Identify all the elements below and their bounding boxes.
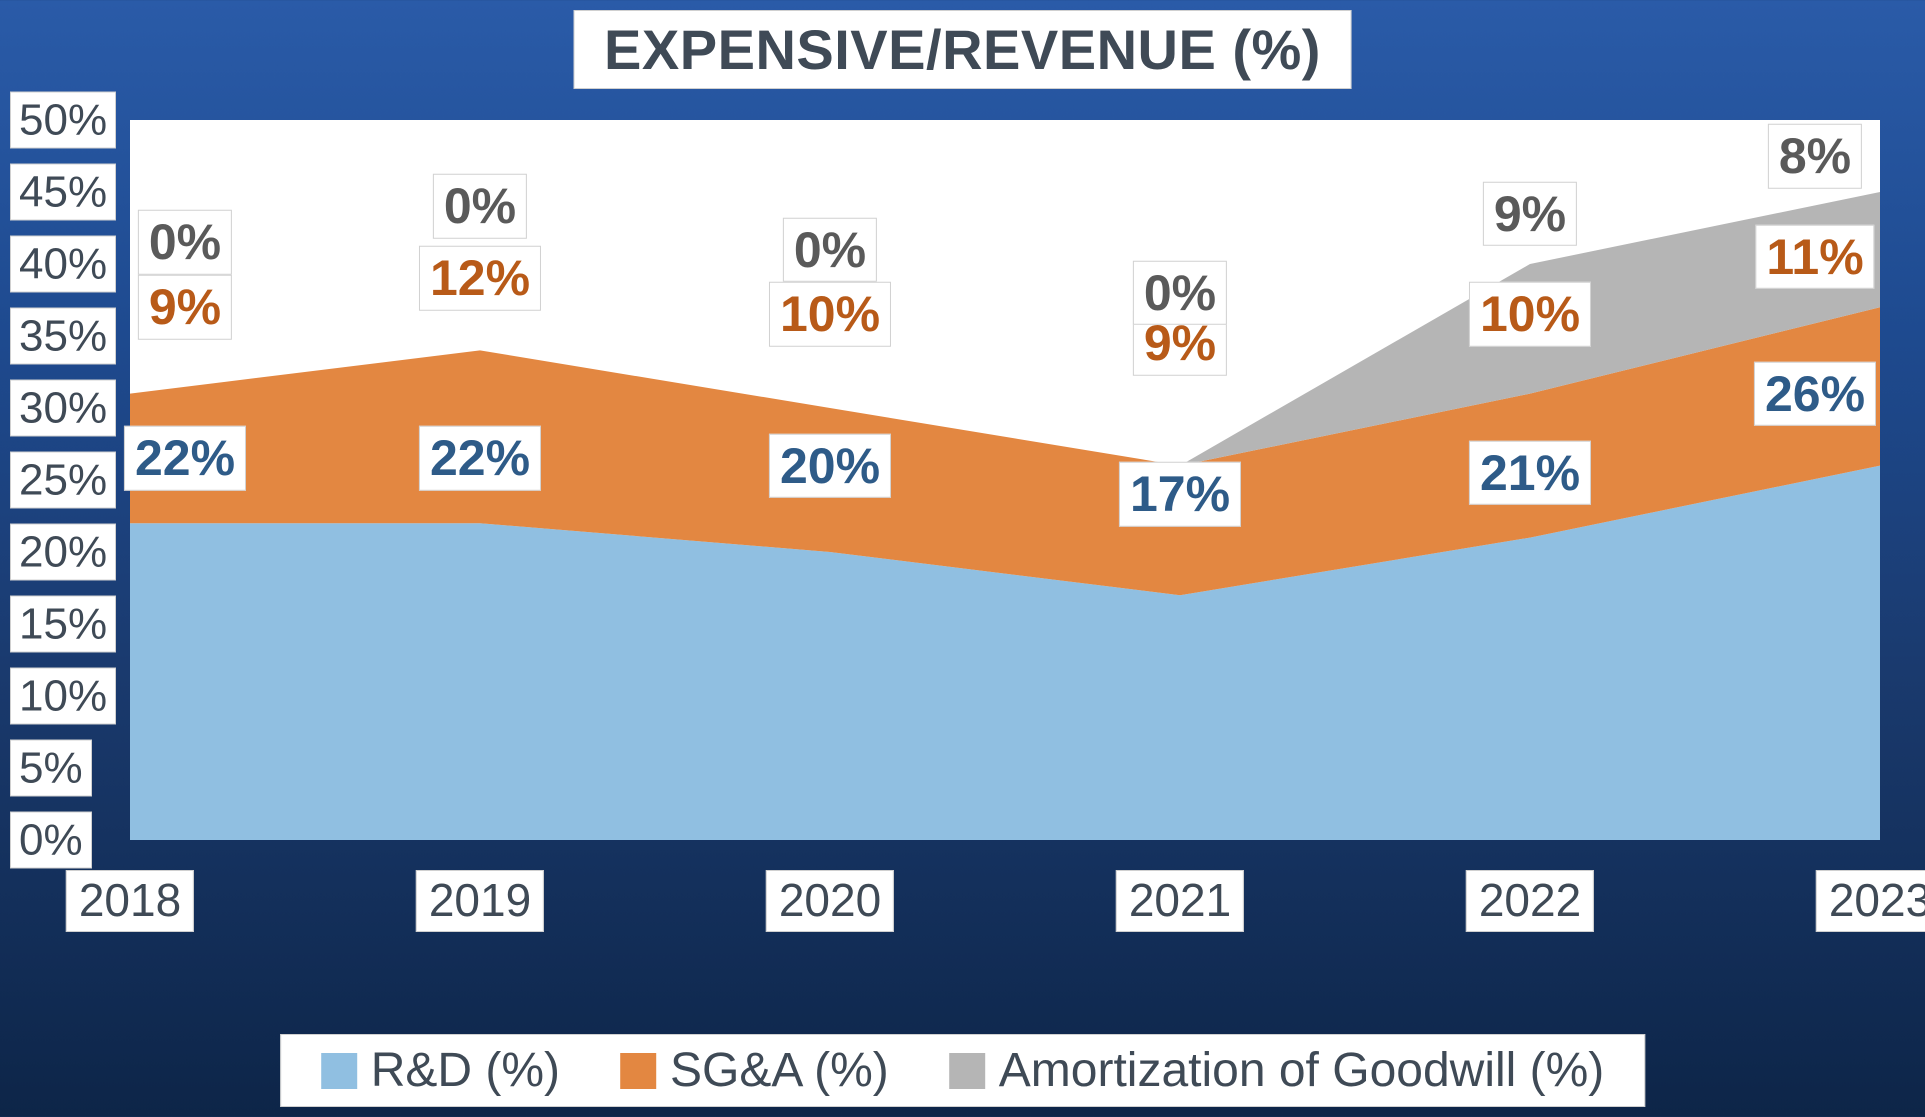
y-tick-label: 40%: [10, 236, 116, 293]
data-label: 0%: [783, 217, 877, 282]
legend-label: Amortization of Goodwill (%): [999, 1043, 1605, 1098]
data-label: 10%: [769, 282, 891, 347]
area-chart: EXPENSIVE/REVENUE (%) 0% 5% 10% 15% 20% 25% 30…: [0, 0, 1925, 1117]
data-label: 9%: [138, 275, 232, 340]
legend: R&D (%) SG&A (%) Amortization of Goodwill …: [280, 1034, 1646, 1107]
x-tick-label: 2019: [416, 870, 544, 932]
legend-label: SG&A (%): [670, 1043, 889, 1098]
data-label: 22%: [419, 426, 541, 491]
x-tick-label: 2021: [1116, 870, 1244, 932]
data-label: 12%: [419, 246, 541, 311]
data-label: 21%: [1469, 441, 1591, 506]
y-tick-label: 10%: [10, 668, 116, 725]
y-tick-label: 25%: [10, 452, 116, 509]
y-tick-label: 30%: [10, 380, 116, 437]
data-label: 9%: [1483, 181, 1577, 246]
x-tick-label: 2018: [66, 870, 194, 932]
y-tick-label: 45%: [10, 164, 116, 221]
data-label: 20%: [769, 433, 891, 498]
data-label: 22%: [124, 426, 246, 491]
data-label: 17%: [1119, 462, 1241, 527]
chart-title: EXPENSIVE/REVENUE (%): [573, 10, 1352, 89]
y-tick-label: 50%: [10, 92, 116, 149]
x-tick-label: 2023: [1816, 870, 1925, 932]
data-label: 0%: [433, 174, 527, 239]
legend-swatch: [620, 1053, 656, 1089]
legend-item: SG&A (%): [620, 1043, 889, 1098]
x-tick-label: 2022: [1466, 870, 1594, 932]
y-tick-label: 20%: [10, 524, 116, 581]
data-label: 0%: [1133, 261, 1227, 326]
y-tick-label: 0%: [10, 812, 92, 869]
data-label: 26%: [1754, 361, 1876, 426]
data-label: 0%: [138, 210, 232, 275]
legend-item: R&D (%): [321, 1043, 560, 1098]
legend-swatch: [949, 1053, 985, 1089]
y-tick-label: 35%: [10, 308, 116, 365]
data-label: 8%: [1768, 124, 1862, 189]
legend-label: R&D (%): [371, 1043, 560, 1098]
plot-area: [130, 120, 1880, 840]
x-tick-label: 2020: [766, 870, 894, 932]
data-label: 11%: [1755, 225, 1874, 290]
legend-swatch: [321, 1053, 357, 1089]
legend-item: Amortization of Goodwill (%): [949, 1043, 1605, 1098]
data-label: 10%: [1469, 282, 1591, 347]
y-tick-label: 5%: [10, 740, 92, 797]
y-tick-label: 15%: [10, 596, 116, 653]
